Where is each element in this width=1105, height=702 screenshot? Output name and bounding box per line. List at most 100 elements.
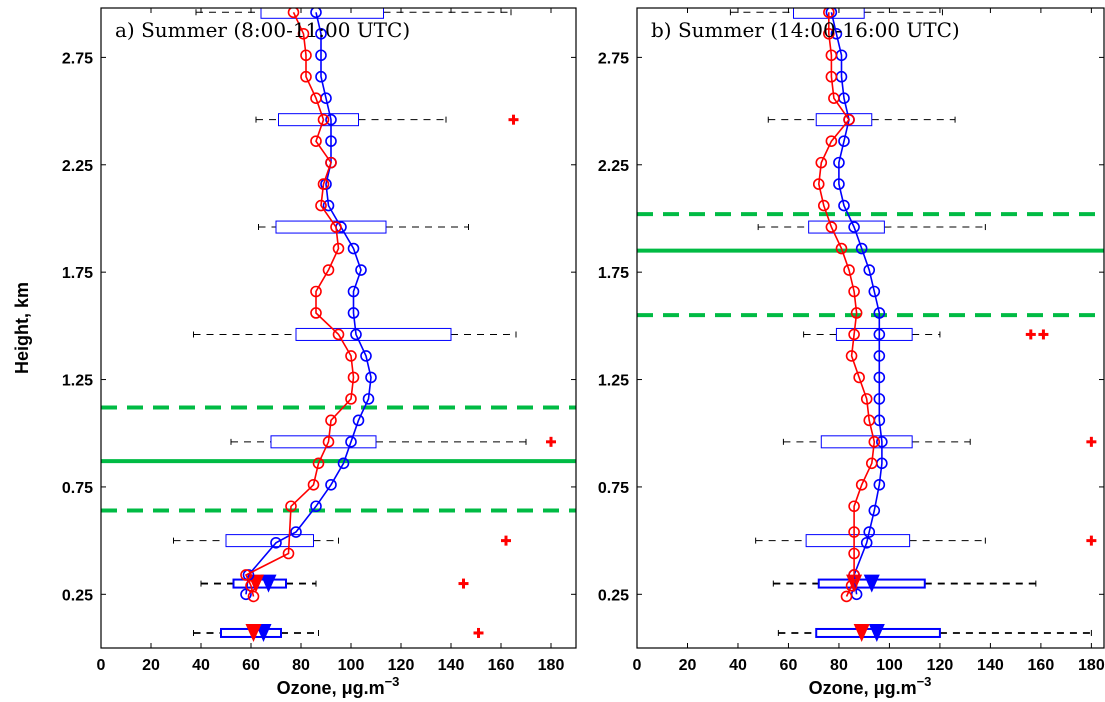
panel-b-frame <box>636 7 1105 649</box>
blue-profile-point <box>315 27 327 40</box>
median-marker-blue <box>260 574 277 593</box>
blue-profile-point <box>347 285 360 298</box>
red-profile-point <box>240 569 252 581</box>
blue-profile-point <box>868 285 881 298</box>
median-marker-red <box>245 623 262 642</box>
x-tick-label: 40 <box>192 657 210 674</box>
blue-profile-point <box>310 500 322 513</box>
red-profile-point <box>325 414 337 427</box>
panel-b-title: b) Summer (14:00-16:00 UTC) <box>651 18 960 42</box>
blue-profile-point <box>337 457 350 470</box>
y-tick-label: 1.75 <box>62 265 93 282</box>
red-profile-point <box>312 457 325 470</box>
red-profile-point <box>815 156 828 169</box>
red-profile-point <box>848 547 860 560</box>
blue-profile-point <box>868 504 881 517</box>
red-profile-point <box>868 436 881 448</box>
blue-profile-point <box>365 371 377 384</box>
x-tick-label: 100 <box>876 657 903 674</box>
panel-a-plot-area <box>101 8 576 642</box>
red-profile-point <box>247 590 260 603</box>
blue-profile-point <box>873 350 886 362</box>
box-iqr <box>295 327 452 341</box>
y-tick-label: 0.25 <box>62 587 93 604</box>
red-profile-point <box>840 590 853 603</box>
red-profile-point <box>843 264 855 276</box>
red-profile-point <box>863 414 876 427</box>
blue-profile-point <box>873 393 886 405</box>
x-tick-label: 20 <box>142 657 160 674</box>
x-tick-label: 80 <box>830 657 848 674</box>
red-profile-point <box>332 242 345 255</box>
red-profile-point <box>282 547 295 560</box>
blue-profile-point <box>360 350 372 362</box>
blue-profile-point <box>860 536 873 549</box>
red-profile-point <box>317 113 330 126</box>
blue-profile-point <box>352 414 365 427</box>
red-profile-point <box>848 328 860 341</box>
blue-profile-point <box>833 156 845 169</box>
red-profile-point <box>322 264 335 276</box>
blue-profile-point <box>315 49 327 62</box>
y-tick-label: 0.75 <box>598 480 629 497</box>
x-tick-label: 140 <box>438 657 465 674</box>
blue-profile-point <box>838 135 850 147</box>
blue-profile-point <box>873 478 886 491</box>
blue-profile-point <box>310 8 322 19</box>
red-profile-point <box>310 135 322 147</box>
blue-profile-point <box>863 264 876 276</box>
box-iqr <box>835 327 913 341</box>
red-profile-point <box>315 199 327 212</box>
blue-profile-point <box>270 536 282 549</box>
red-profile-point <box>860 393 873 405</box>
x-tick-label: 20 <box>679 657 697 674</box>
median-marker-blue <box>868 623 885 642</box>
red-profile-point <box>345 393 357 405</box>
red-profile-point <box>855 478 868 491</box>
blue-profile-point <box>873 307 886 319</box>
red-profile-point <box>843 113 855 126</box>
red-profile-point <box>823 27 835 40</box>
blue-profile-point <box>347 307 360 319</box>
y-tick-label: 0.25 <box>598 587 629 604</box>
blue-profile-point <box>873 371 886 384</box>
x-tick-label: 100 <box>338 657 365 674</box>
x-tick-label: 80 <box>292 657 310 674</box>
red-profile-point <box>317 178 330 190</box>
blue-profile-point <box>345 436 357 448</box>
panel-b-summer-afternoon: 0 20 40 60 80 100 120 140 160 180 0.25 0.75 1.25 1.75… <box>598 7 1105 698</box>
blue-profile-point <box>876 436 888 448</box>
box-iqr <box>808 220 885 234</box>
red-profile-point <box>307 478 320 491</box>
panel-b-ticks: 0 20 40 60 80 100 120 140 160 180 0.25 0.75 1.25 1.75… <box>598 8 1105 674</box>
red-profile-point <box>285 500 297 513</box>
red-profile-point <box>825 221 838 233</box>
red-profile-point <box>828 92 840 105</box>
blue-profile-point <box>873 328 886 341</box>
blue-profile-point <box>347 242 360 255</box>
red-profile-point <box>332 328 345 341</box>
red-profile-point <box>845 350 858 362</box>
red-profile-point <box>848 500 860 513</box>
red-profile-point <box>330 221 342 233</box>
red-profile-line <box>817 12 876 597</box>
y-tick-label: 2.25 <box>598 158 629 175</box>
x-tick-label: 180 <box>538 657 565 674</box>
median-marker-blue <box>863 574 880 593</box>
box-iqr <box>278 113 359 127</box>
panel-a-title: a) Summer (8:00-11:00 UTC) <box>115 18 410 42</box>
red-profile-point <box>825 135 838 147</box>
red-profile-point <box>325 156 337 169</box>
red-profile-point <box>245 579 257 592</box>
blue-profile-line <box>245 12 372 595</box>
y-tick-label: 1.25 <box>62 373 93 390</box>
panel-a-frame <box>100 7 577 649</box>
red-profile-point <box>347 371 360 384</box>
x-tick-label: 120 <box>927 657 954 674</box>
blue-profile-point <box>855 242 868 255</box>
red-profile-point <box>322 436 335 448</box>
blue-profile-point <box>240 588 252 601</box>
y-tick-label: 1.25 <box>598 373 629 390</box>
red-profile-point <box>812 178 825 190</box>
blue-profile-point <box>325 113 337 126</box>
